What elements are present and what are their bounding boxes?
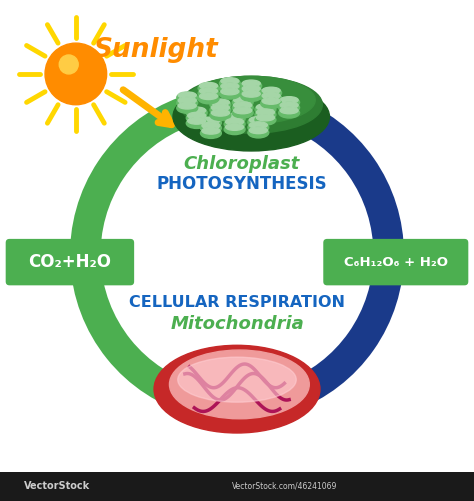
- Ellipse shape: [279, 108, 300, 118]
- Ellipse shape: [221, 88, 239, 95]
- Ellipse shape: [202, 117, 220, 124]
- Text: VectorStock: VectorStock: [24, 481, 90, 491]
- Ellipse shape: [232, 108, 253, 118]
- Ellipse shape: [241, 81, 262, 91]
- Ellipse shape: [187, 76, 315, 124]
- Ellipse shape: [210, 100, 231, 110]
- FancyBboxPatch shape: [6, 239, 134, 286]
- Ellipse shape: [232, 102, 253, 113]
- Ellipse shape: [188, 112, 206, 119]
- Ellipse shape: [178, 97, 196, 104]
- Ellipse shape: [201, 118, 221, 128]
- Ellipse shape: [170, 350, 309, 419]
- Ellipse shape: [224, 124, 245, 135]
- Ellipse shape: [177, 103, 198, 113]
- Ellipse shape: [255, 110, 276, 120]
- Ellipse shape: [202, 127, 220, 134]
- Ellipse shape: [178, 357, 296, 402]
- Ellipse shape: [262, 98, 280, 104]
- Ellipse shape: [186, 108, 207, 118]
- Ellipse shape: [210, 110, 231, 120]
- Ellipse shape: [201, 128, 221, 138]
- FancyBboxPatch shape: [323, 239, 468, 286]
- Ellipse shape: [234, 107, 252, 114]
- Ellipse shape: [242, 80, 260, 87]
- Ellipse shape: [201, 123, 221, 133]
- Text: PHOTOSYNTHESIS: PHOTOSYNTHESIS: [156, 175, 327, 193]
- Ellipse shape: [256, 114, 274, 121]
- Ellipse shape: [177, 98, 198, 108]
- Ellipse shape: [224, 114, 245, 124]
- Text: Chloroplast: Chloroplast: [183, 155, 300, 173]
- Text: Sunlight: Sunlight: [94, 37, 219, 63]
- Ellipse shape: [262, 87, 280, 94]
- Ellipse shape: [224, 119, 245, 129]
- Ellipse shape: [219, 78, 240, 89]
- Ellipse shape: [261, 98, 282, 109]
- Ellipse shape: [178, 102, 196, 109]
- FancyBboxPatch shape: [0, 472, 474, 500]
- Text: Mitochondria: Mitochondria: [170, 315, 304, 333]
- Circle shape: [45, 43, 107, 105]
- Ellipse shape: [234, 97, 252, 103]
- Ellipse shape: [280, 102, 298, 109]
- Ellipse shape: [262, 92, 280, 99]
- Ellipse shape: [234, 102, 252, 109]
- Ellipse shape: [173, 82, 329, 151]
- Text: CO₂+H₂O: CO₂+H₂O: [28, 253, 111, 271]
- Ellipse shape: [280, 107, 298, 114]
- Text: C₆H₁₂O₆ + H₂O: C₆H₁₂O₆ + H₂O: [344, 256, 448, 269]
- Ellipse shape: [256, 109, 274, 116]
- Ellipse shape: [261, 88, 282, 98]
- Ellipse shape: [242, 85, 260, 92]
- Ellipse shape: [177, 92, 198, 103]
- Ellipse shape: [248, 127, 269, 138]
- Ellipse shape: [242, 91, 260, 97]
- Ellipse shape: [180, 76, 322, 133]
- Ellipse shape: [198, 88, 219, 99]
- Ellipse shape: [186, 113, 207, 123]
- Ellipse shape: [232, 97, 253, 108]
- Ellipse shape: [280, 97, 298, 103]
- Ellipse shape: [211, 110, 229, 116]
- Ellipse shape: [154, 345, 320, 433]
- Ellipse shape: [210, 105, 231, 115]
- Ellipse shape: [202, 122, 220, 129]
- Ellipse shape: [178, 92, 196, 99]
- Ellipse shape: [198, 93, 219, 104]
- Ellipse shape: [219, 89, 240, 99]
- Ellipse shape: [219, 83, 240, 94]
- Ellipse shape: [249, 122, 267, 128]
- Ellipse shape: [198, 83, 219, 93]
- Ellipse shape: [188, 107, 206, 114]
- Ellipse shape: [241, 91, 262, 101]
- Ellipse shape: [241, 86, 262, 96]
- Ellipse shape: [255, 115, 276, 125]
- Ellipse shape: [226, 124, 244, 130]
- Ellipse shape: [226, 113, 244, 120]
- Ellipse shape: [226, 119, 244, 125]
- Ellipse shape: [279, 97, 300, 108]
- Ellipse shape: [279, 102, 300, 113]
- Ellipse shape: [256, 104, 274, 110]
- Ellipse shape: [248, 122, 269, 133]
- Ellipse shape: [200, 83, 218, 89]
- Ellipse shape: [211, 104, 229, 111]
- Ellipse shape: [186, 118, 207, 128]
- Circle shape: [59, 55, 78, 74]
- Ellipse shape: [221, 78, 239, 84]
- Ellipse shape: [188, 118, 206, 124]
- Ellipse shape: [249, 127, 267, 134]
- Ellipse shape: [255, 104, 276, 115]
- Ellipse shape: [200, 93, 218, 100]
- Ellipse shape: [211, 99, 229, 106]
- Ellipse shape: [248, 117, 269, 127]
- Ellipse shape: [221, 83, 239, 90]
- Ellipse shape: [249, 117, 267, 123]
- Text: VectorStock.com/46241069: VectorStock.com/46241069: [232, 482, 337, 491]
- Ellipse shape: [261, 93, 282, 103]
- Text: CELLULAR RESPIRATION: CELLULAR RESPIRATION: [129, 295, 345, 310]
- Ellipse shape: [200, 88, 218, 94]
